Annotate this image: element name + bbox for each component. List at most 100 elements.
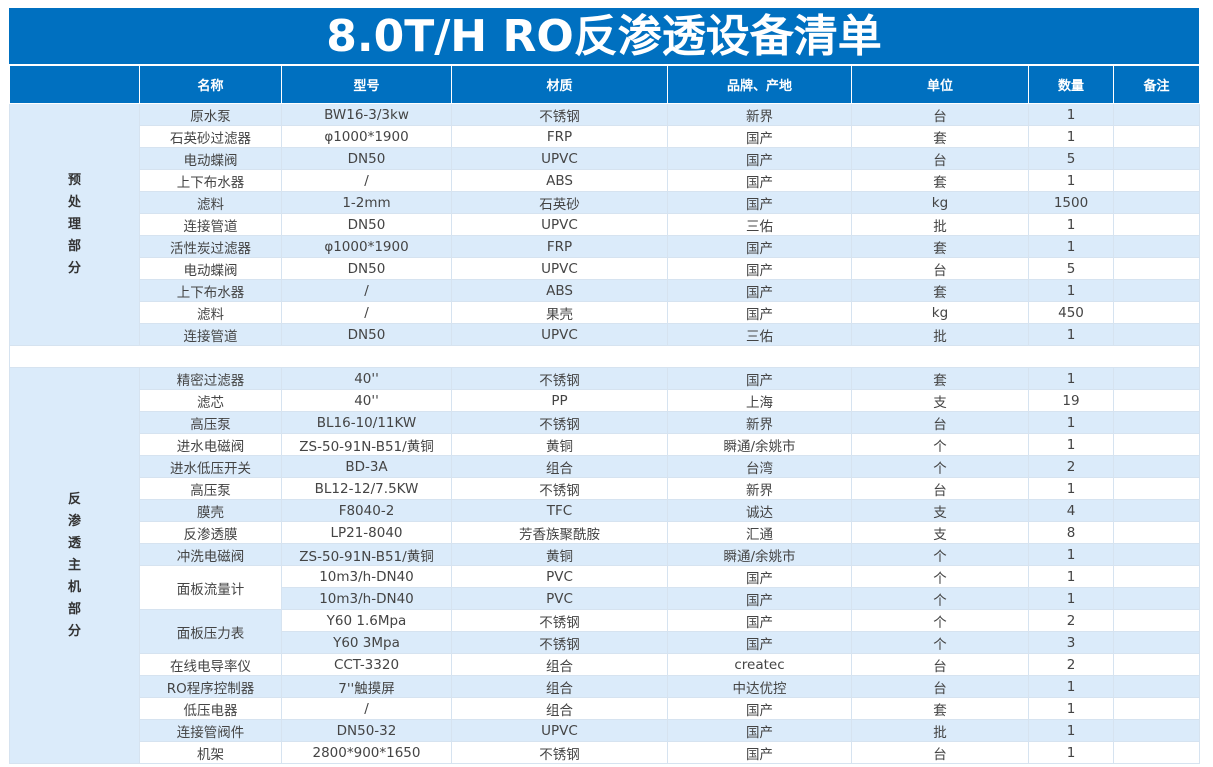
cell-material: ABS bbox=[451, 279, 668, 302]
table-row: 进水低压开关 BD-3A 组合 台湾个 2 bbox=[10, 455, 1200, 478]
cell-brand-origin: 国产 bbox=[667, 191, 852, 214]
section-label: 反渗透主机部分 bbox=[9, 367, 140, 764]
cell-name: 冲洗电磁阀 bbox=[139, 543, 282, 566]
cell-unit: 个 bbox=[851, 587, 1029, 610]
cell-unit: 个 bbox=[851, 631, 1029, 654]
header-brand-origin: 品牌、产地 bbox=[667, 65, 852, 104]
cell-name: 连接管道 bbox=[139, 323, 282, 346]
cell-model: 7''触摸屏 bbox=[281, 675, 452, 698]
cell-name: 精密过滤器 bbox=[139, 367, 282, 390]
cell-remark bbox=[1113, 631, 1200, 654]
cell-model: 1-2mm bbox=[281, 191, 452, 214]
table-row: 面板压力表 Y60 1.6Mpa 不锈钢 国产个 2 bbox=[10, 609, 1200, 654]
table-row: 上下布水器 / ABS 国产套 1 bbox=[10, 169, 1200, 192]
header-name: 名称 bbox=[139, 65, 282, 104]
cell-brand-origin: 新界 bbox=[667, 477, 852, 500]
spacer-row bbox=[9, 345, 1200, 368]
cell-material: 组合 bbox=[451, 455, 668, 478]
cell-quantity: 1 bbox=[1028, 565, 1114, 588]
cell-remark bbox=[1113, 477, 1200, 500]
cell-brand-origin: 三佑 bbox=[667, 323, 852, 346]
cell-remark bbox=[1113, 741, 1200, 764]
cell-name: 面板压力表 bbox=[139, 609, 282, 654]
table-row: 连接管道 DN50 UPVC 三佑批 1 bbox=[10, 323, 1200, 346]
cell-model: BL12-12/7.5KW bbox=[281, 477, 452, 500]
cell-unit: 台 bbox=[851, 477, 1029, 500]
cell-brand-origin: 新界 bbox=[667, 411, 852, 434]
table-row: 反渗透膜 LP21-8040 芳香族聚酰胺 汇通支 8 bbox=[10, 521, 1200, 544]
cell-brand-origin: 国产 bbox=[667, 125, 852, 148]
cell-material: PVC bbox=[451, 587, 668, 610]
cell-model: / bbox=[281, 301, 452, 324]
cell-model: BD-3A bbox=[281, 455, 452, 478]
cell-material: UPVC bbox=[451, 147, 668, 170]
table-row: RO程序控制器 7''触摸屏 组合 中达优控台 1 bbox=[10, 675, 1200, 698]
cell-name: 高压泵 bbox=[139, 411, 282, 434]
table-row: 电动蝶阀 DN50 UPVC 国产台 5 bbox=[10, 257, 1200, 280]
cell-material: 不锈钢 bbox=[451, 477, 668, 500]
cell-name: 滤料 bbox=[139, 301, 282, 324]
cell-model: DN50 bbox=[281, 323, 452, 346]
table-row: 冲洗电磁阀 ZS-50-91N-B51/黄铜 黄铜 瞬通/余姚市个 1 bbox=[10, 543, 1200, 566]
cell-quantity: 5 bbox=[1028, 257, 1114, 280]
cell-model: BL16-10/11KW bbox=[281, 411, 452, 434]
cell-unit: 套 bbox=[851, 125, 1029, 148]
cell-quantity: 2 bbox=[1028, 609, 1114, 632]
table-row: 膜壳 F8040-2 TFC 诚达支 4 bbox=[10, 499, 1200, 522]
header-remark: 备注 bbox=[1113, 65, 1200, 104]
cell-unit: 个 bbox=[851, 455, 1029, 478]
cell-model: DN50 bbox=[281, 257, 452, 280]
cell-material: 不锈钢 bbox=[451, 411, 668, 434]
cell-model: / bbox=[281, 169, 452, 192]
cell-model: / bbox=[281, 697, 452, 720]
cell-material: 果壳 bbox=[451, 301, 668, 324]
cell-name: 反渗透膜 bbox=[139, 521, 282, 544]
cell-material: 芳香族聚酰胺 bbox=[451, 521, 668, 544]
table-row: 电动蝶阀 DN50 UPVC 国产台 5 bbox=[10, 147, 1200, 170]
header-unit: 单位 bbox=[851, 65, 1029, 104]
cell-name: 滤料 bbox=[139, 191, 282, 214]
cell-unit: 台 bbox=[851, 103, 1029, 126]
cell-material: 组合 bbox=[451, 675, 668, 698]
cell-name: 上下布水器 bbox=[139, 279, 282, 302]
table-row: 滤料 1-2mm 石英砂 国产 kg 1500 bbox=[10, 191, 1200, 214]
cell-brand-origin: 上海 bbox=[667, 389, 852, 412]
cell-remark bbox=[1113, 147, 1200, 170]
cell-model: CCT-3320 bbox=[281, 653, 452, 676]
cell-remark bbox=[1113, 235, 1200, 258]
cell-brand-origin: 国产 bbox=[667, 169, 852, 192]
cell-model: LP21-8040 bbox=[281, 521, 452, 544]
cell-quantity: 1 bbox=[1028, 235, 1114, 258]
cell-quantity: 450 bbox=[1028, 301, 1114, 324]
cell-quantity: 4 bbox=[1028, 499, 1114, 522]
cell-quantity: 1 bbox=[1028, 477, 1114, 500]
cell-material: FRP bbox=[451, 125, 668, 148]
cell-name: 膜壳 bbox=[139, 499, 282, 522]
section-label-text: 预处理部分 bbox=[67, 172, 81, 276]
cell-unit: 个 bbox=[851, 433, 1029, 456]
table-row: 高压泵 BL16-10/11KW 不锈钢 新界台 1 bbox=[10, 411, 1200, 434]
cell-unit: kg bbox=[851, 301, 1029, 324]
cell-unit: 台 bbox=[851, 257, 1029, 280]
cell-remark bbox=[1113, 719, 1200, 742]
cell-remark bbox=[1113, 433, 1200, 456]
table-row: 滤芯 40'' PP 上海支 19 bbox=[10, 389, 1200, 412]
cell-remark bbox=[1113, 455, 1200, 478]
cell-quantity: 1 bbox=[1028, 213, 1114, 236]
cell-name: 原水泵 bbox=[139, 103, 282, 126]
cell-brand-origin: 国产 bbox=[667, 741, 852, 764]
cell-name: 连接管阀件 bbox=[139, 719, 282, 742]
cell-remark bbox=[1113, 213, 1200, 236]
cell-brand-origin: 国产 bbox=[667, 367, 852, 390]
table-row: 上下布水器 / ABS 国产套 1 bbox=[10, 279, 1200, 302]
cell-quantity: 1 bbox=[1028, 103, 1114, 126]
cell-unit: 支 bbox=[851, 499, 1029, 522]
header-quantity: 数量 bbox=[1028, 65, 1114, 104]
cell-name: 进水电磁阀 bbox=[139, 433, 282, 456]
cell-unit: 批 bbox=[851, 719, 1029, 742]
cell-material: 石英砂 bbox=[451, 191, 668, 214]
table-row: 滤料 / 果壳 国产 kg 450 bbox=[10, 301, 1200, 324]
cell-model: φ1000*1900 bbox=[281, 235, 452, 258]
cell-unit: 套 bbox=[851, 169, 1029, 192]
cell-material: 不锈钢 bbox=[451, 631, 668, 654]
